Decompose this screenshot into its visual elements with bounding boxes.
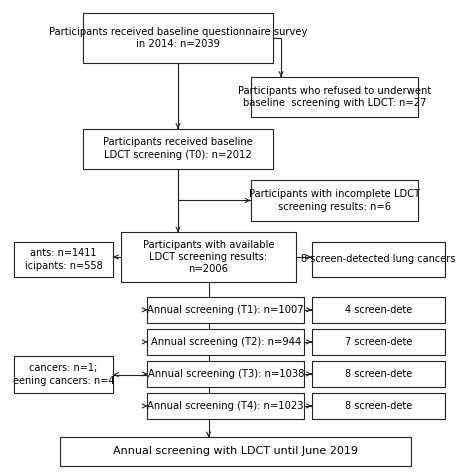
FancyBboxPatch shape [311, 297, 445, 323]
Text: Annual screening with LDCT until June 2019: Annual screening with LDCT until June 20… [113, 447, 358, 456]
Text: Annual screening (T1): n=1007: Annual screening (T1): n=1007 [147, 305, 304, 315]
Text: Participants received baseline questionnaire survey
in 2014: n=2039: Participants received baseline questionn… [49, 27, 307, 49]
Text: Annual screening (T2): n=944: Annual screening (T2): n=944 [151, 337, 301, 347]
Text: 8 screen-detected lung cancers: 8 screen-detected lung cancers [301, 255, 456, 264]
Text: Participants who refused to underwent
baseline  screening with LDCT: n=27: Participants who refused to underwent ba… [238, 86, 431, 108]
Text: Annual screening (T4): n=1023: Annual screening (T4): n=1023 [147, 401, 304, 411]
FancyBboxPatch shape [147, 393, 304, 419]
FancyBboxPatch shape [311, 242, 445, 277]
FancyBboxPatch shape [82, 13, 273, 63]
FancyBboxPatch shape [60, 438, 411, 465]
Text: 4 screen-dete: 4 screen-dete [345, 305, 412, 315]
Text: ants: n=1411
icipants: n=558: ants: n=1411 icipants: n=558 [25, 248, 102, 271]
FancyBboxPatch shape [311, 329, 445, 355]
FancyBboxPatch shape [251, 77, 419, 117]
Text: Participants with available
LDCT screening results:
n=2006: Participants with available LDCT screeni… [143, 240, 274, 274]
FancyBboxPatch shape [311, 393, 445, 419]
FancyBboxPatch shape [311, 361, 445, 387]
Text: 8 screen-dete: 8 screen-dete [345, 401, 412, 411]
Text: 7 screen-dete: 7 screen-dete [345, 337, 412, 347]
FancyBboxPatch shape [14, 242, 113, 277]
FancyBboxPatch shape [147, 297, 304, 323]
FancyBboxPatch shape [121, 232, 296, 282]
FancyBboxPatch shape [147, 329, 304, 355]
FancyBboxPatch shape [14, 356, 113, 393]
FancyBboxPatch shape [82, 128, 273, 169]
Text: Annual screening (T3): n=1038: Annual screening (T3): n=1038 [147, 369, 304, 379]
Text: Participants with incomplete LDCT
screening results: n=6: Participants with incomplete LDCT screen… [249, 189, 420, 212]
FancyBboxPatch shape [251, 181, 419, 220]
FancyBboxPatch shape [147, 361, 304, 387]
Text: Participants received baseline
LDCT screening (T0): n=2012: Participants received baseline LDCT scre… [103, 137, 253, 160]
Text: cancers: n=1;
eening cancers: n=4: cancers: n=1; eening cancers: n=4 [13, 364, 114, 386]
Text: 8 screen-dete: 8 screen-dete [345, 369, 412, 379]
